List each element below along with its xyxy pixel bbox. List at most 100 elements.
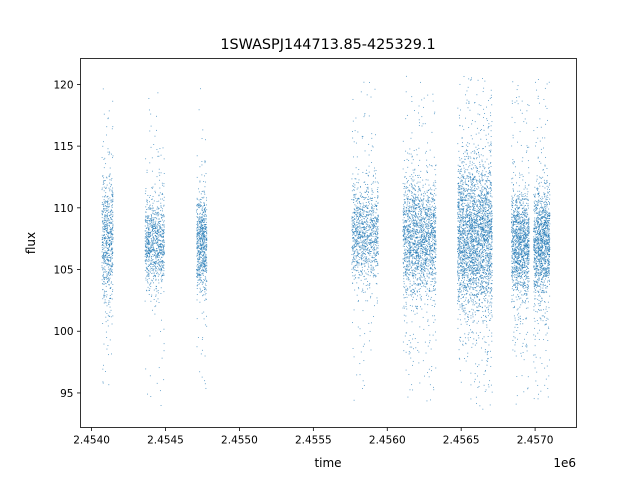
data-point bbox=[425, 250, 427, 252]
data-point bbox=[353, 309, 355, 311]
data-point bbox=[419, 122, 420, 124]
data-point bbox=[200, 221, 202, 222]
data-point bbox=[372, 146, 374, 148]
data-point bbox=[367, 263, 369, 265]
data-point bbox=[108, 222, 110, 224]
data-point bbox=[366, 207, 368, 209]
data-point bbox=[148, 253, 150, 255]
data-point bbox=[108, 249, 110, 251]
data-point bbox=[157, 242, 159, 244]
data-point bbox=[146, 208, 147, 210]
data-point bbox=[364, 114, 366, 116]
data-point bbox=[161, 252, 163, 254]
data-point bbox=[157, 228, 159, 230]
data-point bbox=[205, 265, 206, 267]
data-point bbox=[197, 253, 199, 254]
data-point bbox=[107, 220, 109, 222]
data-point bbox=[359, 233, 360, 235]
data-point bbox=[145, 254, 147, 256]
data-point bbox=[372, 240, 374, 242]
data-point bbox=[407, 226, 409, 228]
data-point bbox=[370, 183, 372, 185]
data-point bbox=[354, 196, 356, 198]
data-point bbox=[155, 278, 157, 280]
data-point bbox=[145, 234, 147, 236]
data-point bbox=[357, 218, 359, 220]
data-point bbox=[107, 223, 109, 225]
data-point bbox=[357, 215, 359, 217]
data-point bbox=[160, 272, 162, 274]
data-point bbox=[429, 340, 431, 342]
data-point bbox=[427, 246, 428, 248]
data-point bbox=[109, 199, 111, 201]
data-point bbox=[356, 207, 357, 209]
data-point bbox=[402, 208, 404, 210]
data-point bbox=[105, 210, 107, 212]
data-point bbox=[409, 237, 410, 239]
data-point bbox=[404, 240, 406, 242]
data-point bbox=[109, 152, 111, 154]
data-point bbox=[106, 262, 108, 264]
data-point bbox=[424, 242, 426, 244]
data-point bbox=[162, 279, 163, 281]
data-point bbox=[375, 261, 377, 263]
data-point bbox=[202, 268, 204, 270]
data-point bbox=[201, 264, 203, 266]
data-point bbox=[373, 223, 375, 225]
data-point bbox=[370, 251, 372, 252]
data-point bbox=[428, 259, 430, 261]
data-point bbox=[372, 273, 374, 275]
data-point bbox=[412, 202, 414, 204]
data-point bbox=[200, 202, 202, 204]
data-point bbox=[106, 296, 108, 298]
data-point bbox=[158, 259, 160, 261]
data-point bbox=[407, 257, 409, 259]
data-point bbox=[433, 113, 435, 115]
data-point bbox=[371, 162, 373, 163]
data-point bbox=[355, 239, 357, 241]
data-point bbox=[196, 228, 198, 230]
data-point bbox=[415, 198, 417, 200]
data-point bbox=[412, 195, 414, 197]
data-point bbox=[204, 263, 206, 265]
data-point bbox=[360, 235, 362, 237]
data-point bbox=[152, 276, 154, 278]
data-point bbox=[404, 287, 406, 289]
data-point bbox=[107, 202, 109, 203]
data-point bbox=[433, 262, 435, 264]
data-point bbox=[111, 265, 113, 267]
data-point bbox=[197, 238, 198, 240]
data-point bbox=[359, 213, 361, 215]
data-point bbox=[357, 131, 359, 133]
data-point bbox=[410, 232, 411, 234]
data-point bbox=[198, 274, 200, 276]
data-point bbox=[109, 295, 111, 296]
data-point bbox=[354, 224, 356, 226]
data-point bbox=[373, 208, 375, 210]
data-point bbox=[202, 282, 204, 284]
data-point bbox=[352, 219, 354, 221]
data-point bbox=[155, 236, 157, 238]
data-point bbox=[156, 241, 158, 243]
data-point bbox=[104, 225, 106, 227]
data-point bbox=[355, 224, 357, 226]
data-point bbox=[160, 262, 162, 264]
data-point bbox=[409, 261, 411, 263]
data-point bbox=[366, 94, 368, 96]
data-point bbox=[423, 106, 424, 108]
data-point bbox=[103, 205, 104, 207]
data-point bbox=[434, 272, 436, 274]
data-point bbox=[197, 231, 199, 233]
data-point bbox=[106, 348, 108, 350]
data-point bbox=[405, 220, 407, 222]
data-point bbox=[409, 286, 411, 287]
data-point bbox=[200, 252, 202, 254]
data-point bbox=[366, 221, 368, 223]
data-point bbox=[414, 168, 416, 170]
data-point bbox=[434, 278, 436, 280]
data-point bbox=[372, 274, 374, 276]
data-point bbox=[359, 246, 360, 248]
data-point bbox=[206, 272, 207, 273]
data-point bbox=[161, 228, 163, 230]
data-point bbox=[415, 222, 417, 224]
